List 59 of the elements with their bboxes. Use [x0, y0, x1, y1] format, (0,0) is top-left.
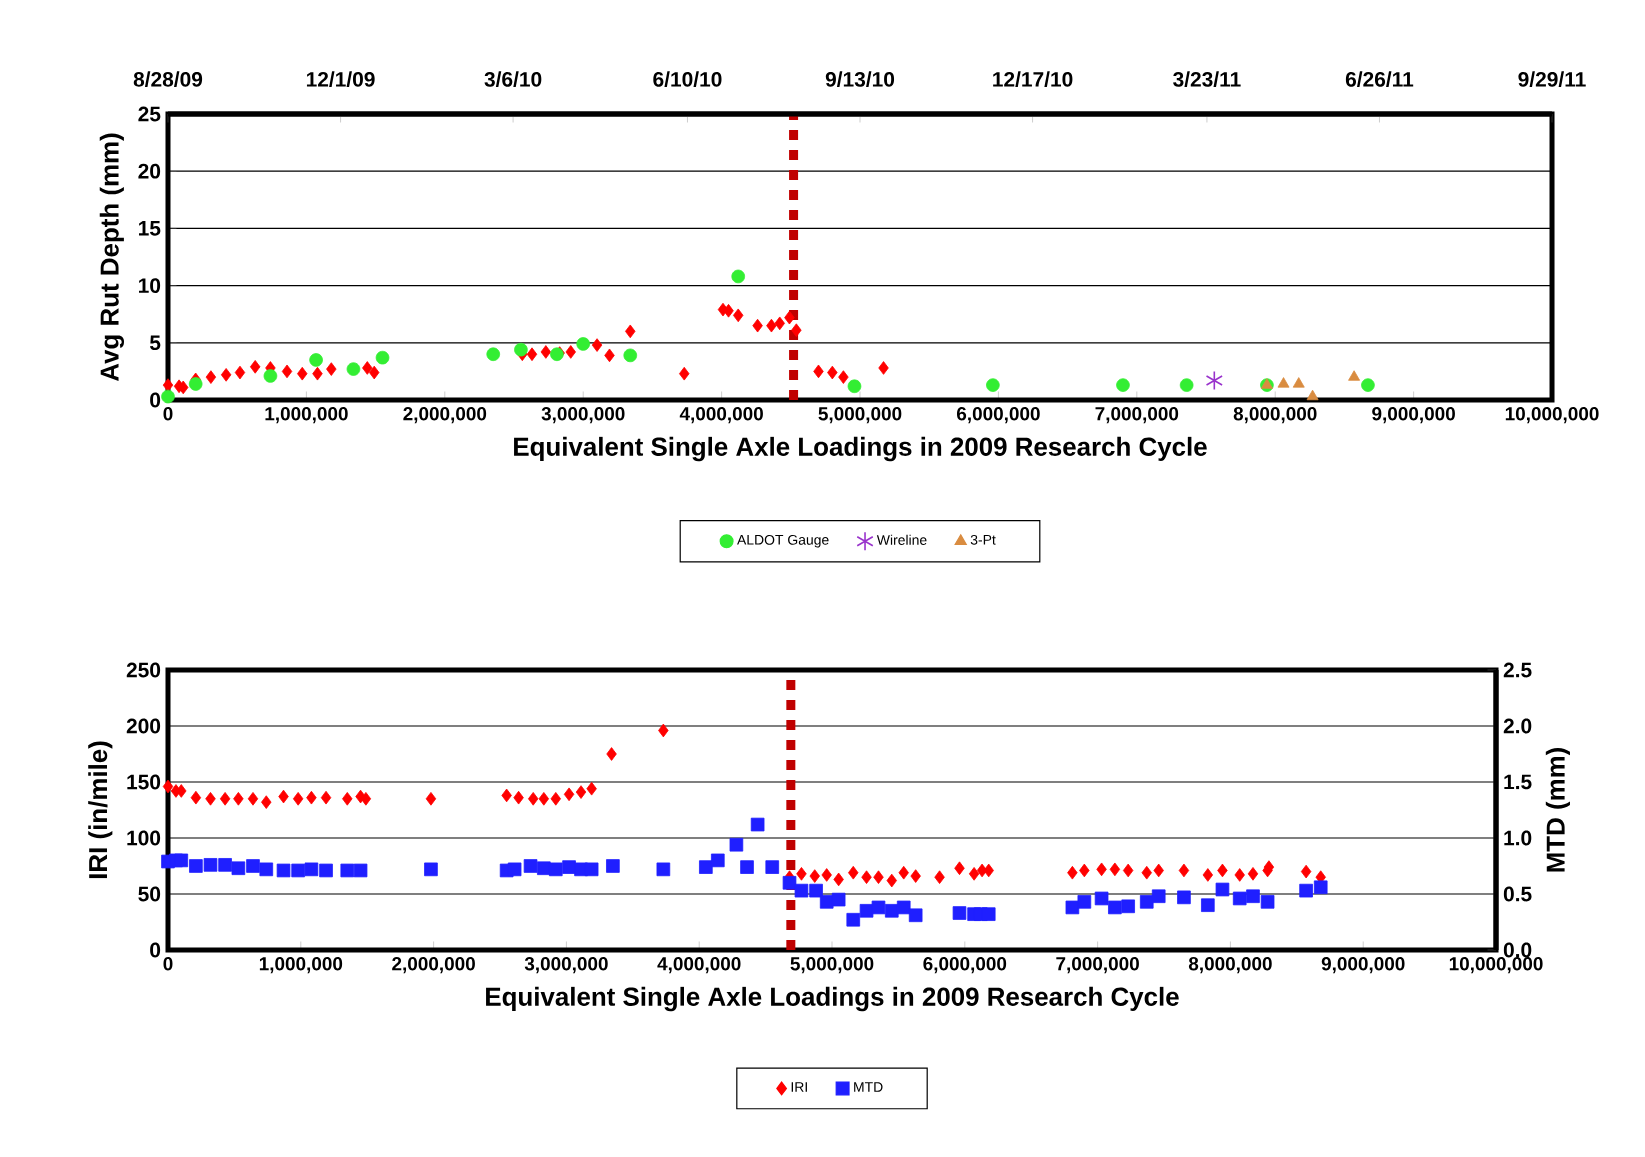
legend-label: 3-Pt: [970, 534, 996, 545]
x-axis-title: Equivalent Single Axle Loadings in 2009 Research Cycle: [486, 986, 1179, 1012]
x-tick-label: 5,000,000: [790, 957, 874, 974]
y2-tick-label: 1.0: [1504, 830, 1532, 846]
x2-tick-label: 6/10/10: [653, 71, 722, 87]
x-tick-label: 1,000,000: [265, 407, 348, 424]
y-tick-label: 10: [139, 278, 161, 294]
y-tick-label: 5: [149, 335, 161, 351]
legend-label: IRI: [791, 1082, 807, 1092]
x-tick-label: 3,000,000: [541, 407, 625, 424]
y2-tick-label: 2.5: [1503, 662, 1532, 678]
x2-tick-label: 6/26/11: [1345, 71, 1414, 87]
y-tick-label: 25: [138, 106, 161, 122]
y-tick-label: 100: [127, 830, 161, 846]
x2-tick-label: 12/1/09: [306, 71, 375, 87]
x-tick-label: 7,000,000: [1095, 407, 1179, 424]
x2-tick-label: 9/29/11: [1518, 71, 1586, 87]
legend-label: ALDOT Gauge: [737, 534, 829, 548]
x-tick-label: 7,000,000: [1056, 957, 1139, 974]
x-tick-label: 2,000,000: [392, 957, 475, 974]
x-tick-label: 3,000,000: [524, 957, 608, 974]
y-tick-label: 50: [138, 886, 161, 902]
x-tick-label: 10,000,000: [1505, 407, 1599, 424]
y-tick-label: 250: [126, 662, 161, 678]
x-tick-label: 9,000,000: [1321, 957, 1405, 974]
x-tick-label: 6,000,000: [956, 407, 1040, 424]
x-tick-label: 0: [163, 407, 173, 421]
y2-tick-label: 2.0: [1503, 718, 1532, 734]
x-tick-label: 10,000,000: [1449, 957, 1543, 974]
y-tick-label: 0: [150, 392, 161, 408]
x2-tick-label: 12/17/10: [993, 71, 1073, 87]
y-axis-title: IRI (in/mile): [88, 741, 113, 879]
x-tick-label: 0: [163, 957, 173, 971]
y-tick-label: 20: [138, 163, 161, 179]
y-tick-label: 200: [126, 718, 161, 734]
y-axis-title: Avg Rut Depth (mm): [99, 133, 125, 382]
legend-label: MTD: [854, 1082, 883, 1092]
x-tick-label: 9,000,000: [1372, 407, 1455, 424]
x-axis-title: Equivalent Single Axle Loadings in 2009 Research Cycle: [514, 436, 1207, 462]
y-tick-label: 150: [127, 774, 161, 790]
x2-tick-label: 3/23/11: [1173, 71, 1241, 87]
x2-tick-label: 3/6/10: [484, 71, 542, 87]
legend-label: Wireline: [876, 534, 927, 545]
y2-axis-title: MTD (mm): [1545, 748, 1570, 872]
x-tick-label: 4,000,000: [679, 407, 763, 424]
x-tick-label: 8,000,000: [1188, 957, 1272, 974]
y-tick-label: 0: [150, 942, 161, 958]
y2-tick-label: 1.5: [1504, 774, 1532, 790]
x-tick-label: 4,000,000: [657, 957, 741, 974]
x-tick-label: 1,000,000: [259, 957, 343, 974]
y-tick-label: 15: [139, 221, 161, 236]
x2-tick-label: 8/28/09: [133, 71, 203, 87]
y2-tick-label: 0.5: [1503, 886, 1532, 902]
x2-tick-label: 9/13/10: [825, 71, 895, 87]
y2-tick-label: 0.0: [1503, 942, 1532, 958]
x-tick-label: 6,000,000: [923, 957, 1007, 974]
x-tick-label: 2,000,000: [403, 407, 487, 424]
x-tick-label: 8,000,000: [1233, 407, 1317, 424]
x-tick-label: 5,000,000: [818, 407, 902, 424]
